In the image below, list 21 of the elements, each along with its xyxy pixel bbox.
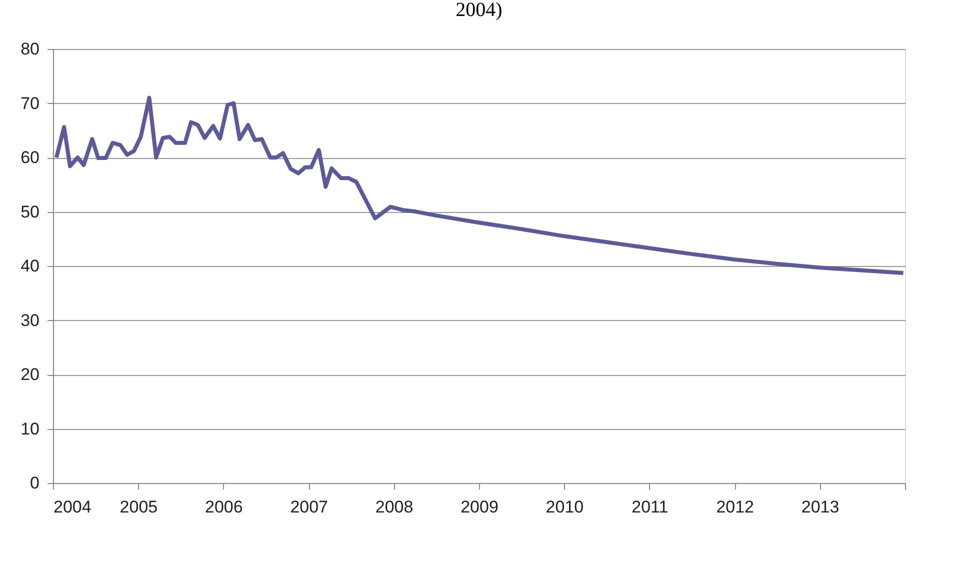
x-tick-label: 2005	[120, 498, 158, 516]
y-tick-label: 20	[20, 365, 40, 384]
y-tick-label: 0	[30, 474, 40, 492]
x-tick-label: 2010	[546, 498, 584, 516]
y-tick-label: 70	[20, 94, 40, 113]
x-tick-label: 2008	[375, 498, 414, 516]
chart-title: 2004)	[456, 0, 502, 21]
x-tick-label: 2012	[716, 498, 754, 516]
x-tick-label: 2004	[54, 498, 92, 516]
y-tick-label: 80	[20, 40, 40, 58]
x-tick-label: 2009	[460, 498, 498, 516]
x-tick-label: 2011	[632, 498, 668, 516]
x-tick-label: 2006	[204, 498, 243, 516]
y-tick-label: 30	[20, 310, 40, 330]
x-tick-label: 2007	[290, 498, 328, 516]
y-tick-label: 60	[20, 148, 40, 167]
y-tick-label: 40	[20, 256, 40, 276]
x-tick-label: 2013	[801, 498, 840, 516]
y-tick-label: 50	[20, 202, 40, 222]
line-series	[54, 96, 906, 276]
y-tick-label: 10	[20, 419, 40, 438]
